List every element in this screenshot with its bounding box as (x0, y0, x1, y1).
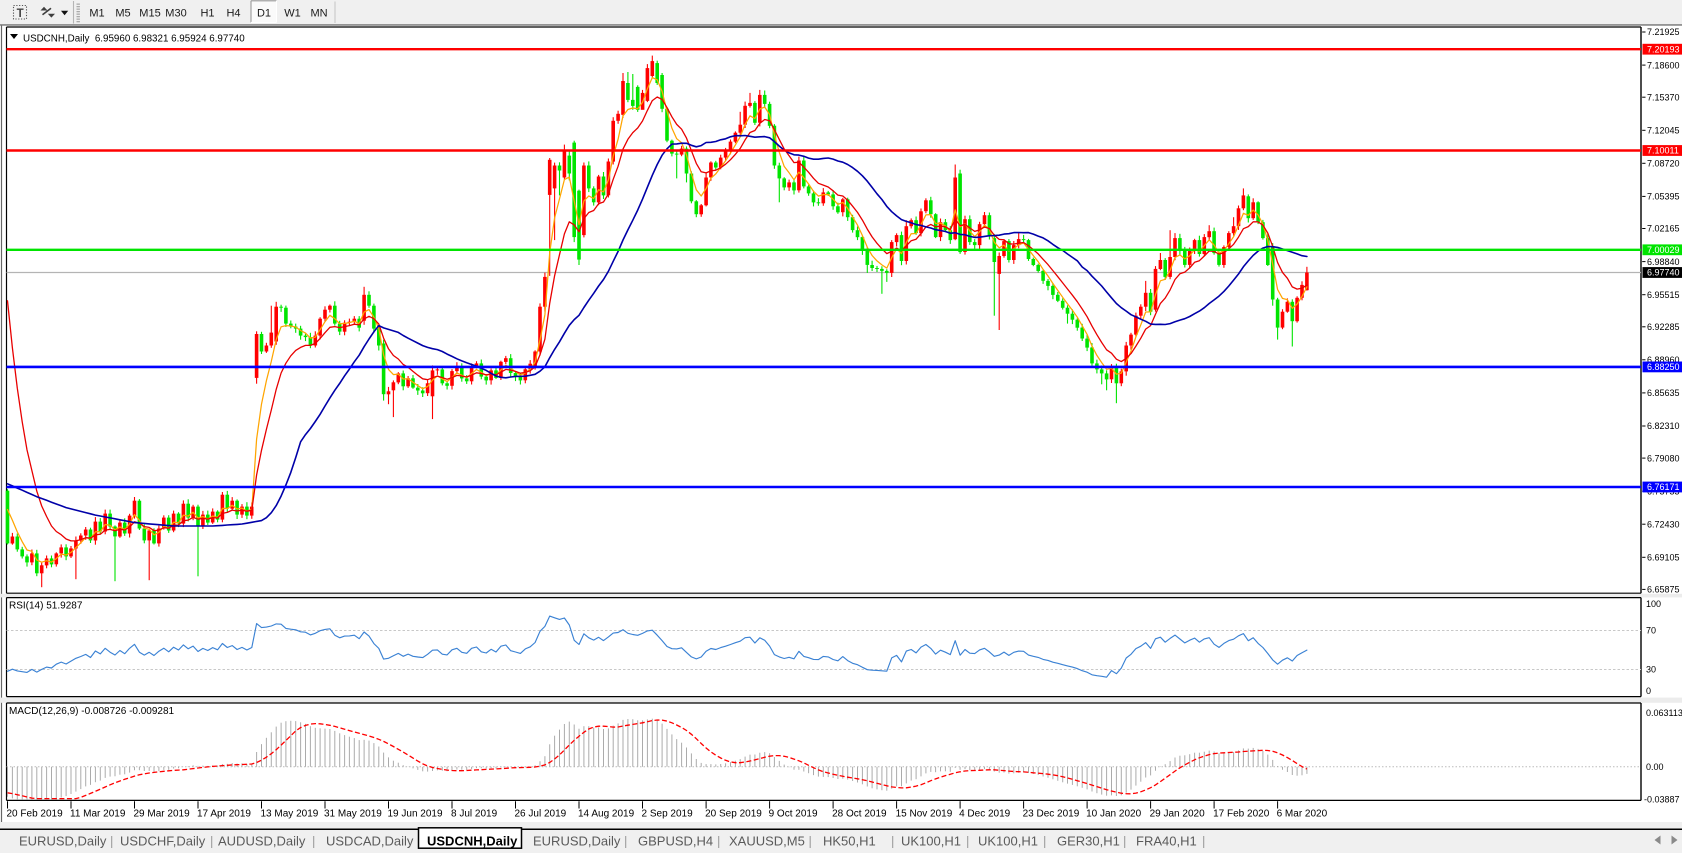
svg-text:7.21925: 7.21925 (1647, 27, 1680, 37)
svg-text:|: | (966, 834, 969, 849)
svg-text:30: 30 (1646, 665, 1656, 675)
svg-text:6.95515: 6.95515 (1647, 290, 1680, 300)
svg-text:UK100,H1: UK100,H1 (901, 834, 961, 849)
svg-text:70: 70 (1646, 626, 1656, 636)
svg-text:26 Jul 2019: 26 Jul 2019 (515, 809, 567, 820)
svg-text:7.20193: 7.20193 (1647, 44, 1680, 54)
svg-text:W1: W1 (284, 7, 301, 19)
svg-text:|: | (312, 834, 315, 849)
svg-text:MN: MN (310, 7, 327, 19)
svg-text:29 Jan 2020: 29 Jan 2020 (1150, 809, 1205, 820)
svg-text:0.063113: 0.063113 (1646, 708, 1682, 718)
svg-text:7.05395: 7.05395 (1647, 192, 1680, 202)
svg-text:100: 100 (1646, 599, 1661, 609)
svg-text:6.79080: 6.79080 (1647, 453, 1680, 463)
svg-text:T: T (17, 8, 24, 20)
svg-text:6.92285: 6.92285 (1647, 322, 1680, 332)
svg-text:|: | (1043, 834, 1046, 849)
svg-text:20 Sep 2019: 20 Sep 2019 (705, 809, 762, 820)
svg-text:EURUSD,Daily: EURUSD,Daily (19, 834, 107, 849)
svg-text:GBPUSD,H4: GBPUSD,H4 (638, 834, 713, 849)
svg-text:|: | (891, 834, 894, 849)
svg-text:M5: M5 (115, 7, 130, 19)
svg-text:6.85635: 6.85635 (1647, 388, 1680, 398)
svg-text:EURUSD,Daily: EURUSD,Daily (533, 834, 621, 849)
svg-text:17 Feb 2020: 17 Feb 2020 (1213, 809, 1270, 820)
svg-text:8 Jul 2019: 8 Jul 2019 (451, 809, 498, 820)
svg-text:13 May 2019: 13 May 2019 (261, 809, 319, 820)
svg-text:XAUUSD,M5: XAUUSD,M5 (729, 834, 805, 849)
svg-text:USDCNH,Daily 6.95960 6.98321: USDCNH,Daily 6.95960 6.98321 6.95924 6.9… (23, 34, 245, 45)
svg-text:HK50,H1: HK50,H1 (823, 834, 876, 849)
svg-text:6.97740: 6.97740 (1647, 268, 1680, 278)
svg-text:14 Aug 2019: 14 Aug 2019 (578, 809, 635, 820)
svg-text:6.88250: 6.88250 (1647, 362, 1680, 372)
svg-text:6 Mar 2020: 6 Mar 2020 (1277, 809, 1328, 820)
svg-text:|: | (1123, 834, 1126, 849)
svg-text:MACD(12,26,9) -0.008726 -0.009: MACD(12,26,9) -0.008726 -0.009281 (9, 706, 175, 717)
svg-text:7.08720: 7.08720 (1647, 159, 1680, 169)
svg-text:7.12045: 7.12045 (1647, 126, 1680, 136)
svg-text:M1: M1 (89, 7, 104, 19)
svg-text:USDCNH,Daily: USDCNH,Daily (427, 834, 518, 849)
svg-text:0: 0 (1646, 686, 1651, 696)
svg-text:0.00: 0.00 (1646, 762, 1664, 772)
svg-text:10 Jan 2020: 10 Jan 2020 (1086, 809, 1141, 820)
svg-text:6.72430: 6.72430 (1647, 519, 1680, 529)
svg-text:RSI(14) 51.9287: RSI(14) 51.9287 (9, 601, 83, 612)
svg-text:|: | (717, 834, 720, 849)
svg-text:19 Jun 2019: 19 Jun 2019 (388, 809, 443, 820)
svg-text:4 Dec 2019: 4 Dec 2019 (959, 809, 1011, 820)
svg-text:GER30,H1: GER30,H1 (1057, 834, 1120, 849)
svg-text:2 Sep 2019: 2 Sep 2019 (642, 809, 694, 820)
svg-text:17 Apr 2019: 17 Apr 2019 (197, 809, 251, 820)
svg-text:7.18600: 7.18600 (1647, 60, 1680, 70)
svg-text:6.82310: 6.82310 (1647, 421, 1680, 431)
svg-text:29 Mar 2019: 29 Mar 2019 (134, 809, 191, 820)
svg-text:7.00029: 7.00029 (1647, 245, 1680, 255)
svg-text:AUDUSD,Daily: AUDUSD,Daily (218, 834, 306, 849)
svg-text:6.69105: 6.69105 (1647, 553, 1680, 563)
svg-text:6.76171: 6.76171 (1647, 482, 1680, 492)
svg-text:7.15370: 7.15370 (1647, 92, 1680, 102)
svg-text:7.02165: 7.02165 (1647, 224, 1680, 234)
svg-text:7.10011: 7.10011 (1647, 146, 1679, 156)
svg-text:6.98840: 6.98840 (1647, 257, 1680, 267)
svg-text:D1: D1 (257, 7, 271, 19)
svg-text:15 Nov 2019: 15 Nov 2019 (896, 809, 953, 820)
svg-text:M30: M30 (165, 7, 186, 19)
svg-text:31 May 2019: 31 May 2019 (324, 809, 382, 820)
svg-text:11 Mar 2019: 11 Mar 2019 (70, 809, 126, 820)
svg-text:|: | (809, 834, 812, 849)
svg-text:6.65875: 6.65875 (1647, 585, 1680, 595)
svg-text:20 Feb 2019: 20 Feb 2019 (7, 809, 64, 820)
svg-text:USDCAD,Daily: USDCAD,Daily (326, 834, 414, 849)
svg-text:UK100,H1: UK100,H1 (978, 834, 1038, 849)
svg-text:H4: H4 (226, 7, 240, 19)
svg-text:H1: H1 (200, 7, 214, 19)
svg-text:28 Oct 2019: 28 Oct 2019 (832, 809, 887, 820)
svg-text:M15: M15 (139, 7, 160, 19)
svg-text:23 Dec 2019: 23 Dec 2019 (1023, 809, 1080, 820)
svg-text:|: | (624, 834, 627, 849)
svg-text:FRA40,H1: FRA40,H1 (1136, 834, 1197, 849)
svg-text:|: | (1202, 834, 1205, 849)
svg-text:6.88960: 6.88960 (1647, 355, 1680, 365)
svg-text:-0.03887: -0.03887 (1644, 795, 1680, 805)
svg-text:|: | (210, 834, 213, 849)
svg-text:|: | (110, 834, 113, 849)
svg-text:9 Oct 2019: 9 Oct 2019 (769, 809, 818, 820)
svg-text:USDCHF,Daily: USDCHF,Daily (120, 834, 206, 849)
